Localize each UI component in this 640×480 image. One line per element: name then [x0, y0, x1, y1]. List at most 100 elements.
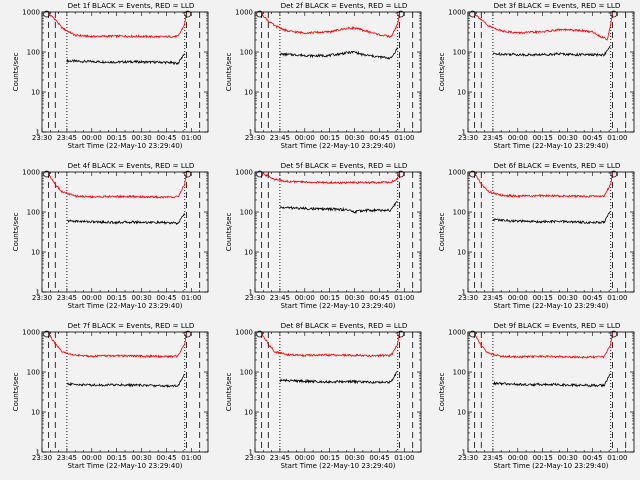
- y-tick-label: 1: [249, 289, 253, 297]
- saa-marker-icon: [397, 170, 405, 178]
- lld-series-line: [48, 173, 187, 200]
- x-tick-label: 00:30: [132, 454, 152, 462]
- y-tick-label: 1: [36, 449, 40, 457]
- x-tick-label: 00:15: [107, 134, 127, 142]
- saa-marker-icon: [469, 330, 477, 338]
- y-axis-label: Counts/sec: [438, 213, 446, 252]
- lld-series-line: [48, 13, 187, 39]
- x-axis-label: Start Time (22-May-10 23:29:40): [493, 462, 608, 470]
- x-tick-label: 00:45: [582, 134, 602, 142]
- chart-title: Det 3f BLACK = Events, RED = LLD: [494, 1, 621, 10]
- lld-series-line: [474, 333, 613, 359]
- lld-series-line: [261, 172, 400, 185]
- x-axis-label: Start Time (22-May-10 23:29:40): [67, 302, 182, 310]
- y-tick-label: 100: [27, 369, 40, 377]
- saa-marker-icon: [43, 170, 51, 178]
- x-tick-label: 23:30: [32, 294, 52, 302]
- y-tick-label: 10: [457, 89, 466, 97]
- chart-svg: Det 1f BLACK = Events, RED = LLD 1 10 100 10…: [12, 1, 209, 150]
- y-tick-label: 100: [27, 209, 40, 217]
- events-series-line: [66, 373, 185, 388]
- x-tick-label: 01:00: [607, 454, 627, 462]
- chart-title: Det 1f BLACK = Events, RED = LLD: [68, 1, 195, 10]
- x-tick-label: 00:15: [107, 294, 127, 302]
- x-tick-label: 00:15: [107, 454, 127, 462]
- x-tick-label: 00:15: [320, 454, 340, 462]
- saa-marker-icon: [184, 170, 192, 178]
- x-tick-label: 01:00: [181, 134, 201, 142]
- events-series-line: [279, 47, 398, 60]
- lld-series-line: [261, 12, 400, 39]
- x-tick-label: 23:30: [458, 454, 478, 462]
- y-tick-label: 10: [31, 409, 40, 417]
- y-tick-label: 10: [457, 409, 466, 417]
- x-tick-label: 23:45: [483, 134, 503, 142]
- y-tick-label: 100: [240, 209, 253, 217]
- x-tick-label: 01:00: [181, 454, 201, 462]
- x-tick-label: 00:15: [533, 454, 553, 462]
- x-tick-label: 00:00: [508, 134, 528, 142]
- y-tick-label: 10: [244, 89, 253, 97]
- chart-svg: Det 2f BLACK = Events, RED = LLD 1 10 100 10…: [225, 1, 422, 150]
- y-tick-label: 1: [462, 289, 466, 297]
- x-tick-label: 01:00: [607, 294, 627, 302]
- x-tick-label: 23:30: [458, 294, 478, 302]
- y-tick-label: 1000: [235, 329, 253, 337]
- x-axis-label: Start Time (22-May-10 23:29:40): [280, 302, 395, 310]
- x-tick-label: 23:45: [270, 294, 290, 302]
- lld-series-line: [48, 333, 187, 359]
- x-tick-label: 23:45: [57, 294, 77, 302]
- y-tick-label: 100: [27, 49, 40, 57]
- x-tick-label: 00:00: [508, 454, 528, 462]
- detector-panel-9: Det 9f BLACK = Events, RED = LLD 1 10 100 10…: [426, 320, 639, 480]
- x-tick-label: 00:30: [132, 134, 152, 142]
- x-tick-label: 01:00: [607, 134, 627, 142]
- x-tick-label: 23:45: [57, 454, 77, 462]
- chart-svg: Det 6f BLACK = Events, RED = LLD 1 10 100 10…: [438, 161, 635, 310]
- saa-marker-icon: [397, 10, 405, 18]
- lld-series-line: [474, 172, 613, 199]
- lld-series-line: [261, 333, 400, 358]
- x-tick-label: 23:30: [245, 134, 265, 142]
- x-tick-label: 00:30: [345, 454, 365, 462]
- y-axis-label: Counts/sec: [12, 213, 20, 252]
- x-tick-label: 00:15: [320, 294, 340, 302]
- x-axis-label: Start Time (22-May-10 23:29:40): [493, 142, 608, 150]
- saa-marker-icon: [256, 330, 264, 338]
- y-tick-label: 100: [453, 209, 466, 217]
- x-tick-label: 00:00: [82, 134, 102, 142]
- x-axis-label: Start Time (22-May-10 23:29:40): [67, 462, 182, 470]
- x-tick-label: 01:00: [394, 454, 414, 462]
- events-series-line: [279, 200, 398, 215]
- saa-marker-icon: [397, 330, 405, 338]
- x-tick-label: 00:30: [558, 134, 578, 142]
- x-tick-label: 00:30: [558, 294, 578, 302]
- x-tick-label: 00:30: [558, 454, 578, 462]
- detector-panel-8: Det 8f BLACK = Events, RED = LLD 1 10 100 10…: [213, 320, 426, 480]
- y-tick-label: 10: [244, 249, 253, 257]
- x-tick-label: 00:30: [345, 134, 365, 142]
- detector-panel-6: Det 6f BLACK = Events, RED = LLD 1 10 100 10…: [426, 160, 639, 320]
- y-tick-label: 1: [249, 449, 253, 457]
- events-series-line: [492, 373, 611, 388]
- y-tick-label: 1: [36, 129, 40, 137]
- x-tick-label: 23:45: [57, 134, 77, 142]
- y-tick-label: 1: [36, 289, 40, 297]
- events-series-line: [492, 211, 611, 225]
- y-tick-label: 1000: [448, 9, 466, 17]
- chart-svg: Det 5f BLACK = Events, RED = LLD 1 10 100 10…: [225, 161, 422, 310]
- y-tick-label: 1000: [235, 9, 253, 17]
- x-axis-label: Start Time (22-May-10 23:29:40): [67, 142, 182, 150]
- x-axis-label: Start Time (22-May-10 23:29:40): [280, 462, 395, 470]
- y-tick-label: 10: [457, 249, 466, 257]
- y-tick-label: 100: [453, 369, 466, 377]
- saa-marker-icon: [610, 330, 618, 338]
- x-tick-label: 23:30: [245, 454, 265, 462]
- y-tick-label: 1: [462, 449, 466, 457]
- y-tick-label: 1000: [235, 169, 253, 177]
- events-series-line: [66, 53, 185, 66]
- x-tick-label: 00:15: [533, 134, 553, 142]
- detector-panel-4: Det 4f BLACK = Events, RED = LLD 1 10 100 10…: [0, 160, 213, 320]
- y-axis-label: Counts/sec: [438, 373, 446, 412]
